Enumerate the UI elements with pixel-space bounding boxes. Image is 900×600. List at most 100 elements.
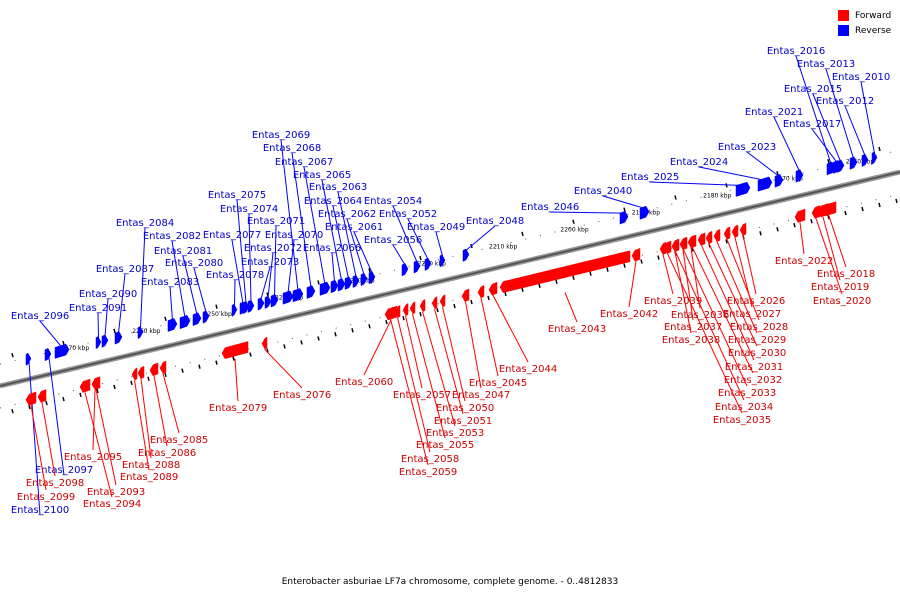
gene-arrow-entas-2070 <box>282 290 294 305</box>
gene-arrow-entas-2099 <box>25 391 37 406</box>
gene-label-entas-2098: Entas_2098 <box>26 478 84 489</box>
tick <box>45 400 48 406</box>
gene-label-entas-2042: Entas_2042 <box>600 309 658 320</box>
tick <box>606 267 609 272</box>
gene-arrow-entas-2048 <box>462 248 470 262</box>
tick <box>640 259 643 264</box>
leader-line <box>267 252 274 298</box>
gene-arrow-entas-2068 <box>306 285 316 299</box>
gene-label-entas-2069: Entas_2069 <box>252 130 310 141</box>
gene-label-entas-2097: Entas_2097 <box>35 465 93 476</box>
leader-line <box>674 251 692 334</box>
tick <box>317 280 320 285</box>
legend-reverse: Reverse <box>838 23 891 38</box>
tick <box>555 279 558 284</box>
gene-arrow-entas-2017 <box>832 160 842 174</box>
gene-label-entas-2032: Entas_2032 <box>724 375 782 386</box>
tick <box>572 275 575 280</box>
leader-line <box>231 239 244 304</box>
leader-line <box>171 240 186 318</box>
leader-line <box>337 191 357 277</box>
tick <box>827 158 830 164</box>
leader-line <box>182 255 198 315</box>
gene-label-entas-2079: Entas_2079 <box>209 403 267 414</box>
tick <box>113 384 116 390</box>
gene-arrow-entas-2087 <box>114 331 123 345</box>
gene-label-entas-2045: Entas_2045 <box>469 378 527 389</box>
gene-label-entas-2077: Entas_2077 <box>203 230 261 241</box>
gene-arrow-entas-2027 <box>731 224 739 238</box>
leader-line <box>628 261 637 308</box>
gene-arrow-entas-2069 <box>292 288 304 303</box>
leader-line <box>465 301 482 389</box>
gene-arrow-entas-2023 <box>774 174 784 188</box>
tick <box>317 336 320 341</box>
tick <box>776 227 779 232</box>
leader-line <box>480 297 499 377</box>
scale-label: 2210 kbp <box>489 243 517 250</box>
gene-label-entas-2055: Entas_2055 <box>416 440 474 451</box>
gene-arrow-entas-2045 <box>477 285 485 299</box>
gene-arrow-entas-2057 <box>402 303 409 317</box>
tick <box>351 328 354 333</box>
gene-label-entas-2037: Entas_2037 <box>664 322 722 333</box>
gene-arrow-entas-2084 <box>137 326 144 340</box>
gene-label-entas-2067: Entas_2067 <box>275 157 333 168</box>
gene-label-entas-2027: Entas_2027 <box>723 309 781 320</box>
gene-label-entas-2047: Entas_2047 <box>452 390 510 401</box>
scale-label: 2170 kbp <box>774 175 802 182</box>
gene-label-entas-2078: Entas_2078 <box>206 270 264 281</box>
gene-label-entas-2010: Entas_2010 <box>832 72 890 83</box>
gene-label-entas-2015: Entas_2015 <box>784 84 842 95</box>
tick <box>130 380 133 386</box>
scale-label: 2160 kbp <box>846 159 874 166</box>
tick <box>844 210 847 216</box>
gene-label-entas-2072: Entas_2072 <box>244 243 302 254</box>
tick <box>538 283 541 289</box>
scale-label: 2230 kbp <box>346 277 374 284</box>
leader-line <box>602 195 645 209</box>
leader-line <box>30 405 47 491</box>
gene-arrow-entas-2091 <box>95 336 102 350</box>
gene-label-entas-2062: Entas_2062 <box>318 209 376 220</box>
leader-line <box>682 249 694 321</box>
gene-arrow-entas-2095 <box>91 376 99 390</box>
tick <box>470 299 473 305</box>
gene-arrow-entas-2079 <box>221 341 249 360</box>
gene-arrow-entas-2049 <box>439 254 446 268</box>
gene-arrow-entas-2065 <box>337 278 346 292</box>
tick <box>674 195 677 200</box>
gene-arrow-entas-2050 <box>439 294 446 308</box>
scale-label: 2260 kbp <box>132 328 160 335</box>
leader-line <box>346 218 365 275</box>
gene-label-entas-2095: Entas_2095 <box>64 452 122 463</box>
leader-line <box>236 199 247 303</box>
gene-arrow-entas-2025 <box>735 181 751 197</box>
leader-line <box>773 116 800 172</box>
scale-label: 2180 kbp <box>703 192 731 199</box>
gene-arrow-entas-2098 <box>37 389 47 403</box>
gene-arrow-entas-2081 <box>192 312 202 326</box>
leader-line <box>331 252 335 282</box>
tick <box>725 239 728 244</box>
gene-label-entas-2034: Entas_2034 <box>715 402 773 413</box>
gene-label-entas-2099: Entas_2099 <box>17 492 75 503</box>
leader-line <box>397 317 431 453</box>
leader-line <box>825 68 854 159</box>
tick <box>521 231 524 237</box>
gene-label-entas-2100: Entas_2100 <box>11 505 69 516</box>
gene-label-entas-2081: Entas_2081 <box>154 246 212 257</box>
tick <box>368 268 371 273</box>
gene-arrow-entas-2040 <box>639 205 650 220</box>
gene-arrow-entas-2039 <box>659 241 667 255</box>
leader-line <box>692 247 754 374</box>
leader-line <box>41 402 56 477</box>
leader-line <box>435 231 443 257</box>
leader-line <box>280 139 299 291</box>
gene-label-entas-2064: Entas_2064 <box>304 196 362 207</box>
leader-line <box>844 105 866 156</box>
gene-label-entas-2044: Entas_2044 <box>499 364 557 375</box>
gene-arrow-entas-2024 <box>757 176 773 192</box>
leader-line <box>442 306 466 402</box>
gene-arrow-entas-2051 <box>431 296 438 310</box>
